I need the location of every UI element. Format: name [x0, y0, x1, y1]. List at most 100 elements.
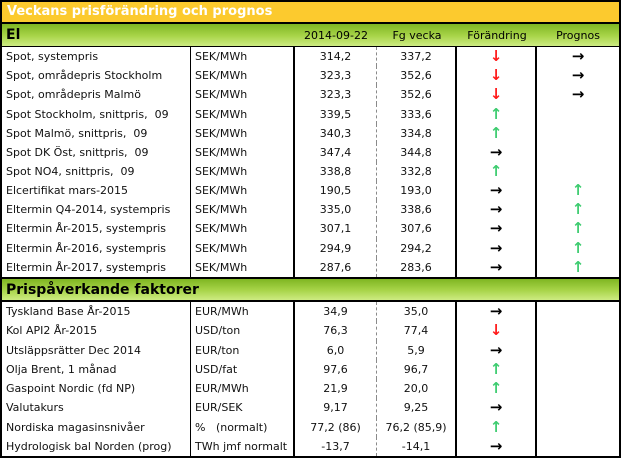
table-row: Spot, områdepris Stockholm SEK/MWh 323,3… — [2, 66, 619, 86]
table-row: Spot, områdepris Malmö SEK/MWh 323,3 352… — [2, 85, 619, 105]
row-unit: SEK/MWh — [191, 123, 295, 143]
up-arrow-icon: ↑ — [457, 161, 537, 182]
row-unit: USD/ton — [191, 321, 295, 341]
row-unit: EUR/ton — [191, 340, 295, 360]
row-unit: SEK/MWh — [191, 181, 295, 201]
table-row: Eltermin År-2016, systempris SEK/MWh 294… — [2, 238, 619, 258]
current-value: 347,4 — [295, 142, 377, 162]
column-header-forecast: Prognos — [556, 28, 600, 42]
column-header-date: 2014-09-22 — [304, 28, 368, 42]
table-row: Eltermin År-2015, systempris SEK/MWh 307… — [2, 219, 619, 239]
table-row: Elcertifikat mars-2015 SEK/MWh 190,5 193… — [2, 181, 619, 201]
row-unit: EUR/SEK — [191, 398, 295, 418]
right-arrow-icon: → — [457, 238, 537, 258]
current-value: 34,9 — [295, 302, 377, 322]
row-label: Spot NO4, snittpris, 09 — [2, 161, 191, 182]
up-arrow-icon: ↑ — [571, 257, 585, 276]
table-row: Tyskland Base År-2015 EUR/MWh 34,9 35,0 … — [2, 302, 619, 322]
row-label: Kol API2 År-2015 — [2, 321, 191, 341]
row-unit: SEK/MWh — [191, 142, 295, 162]
table-row: Spot NO4, snittpris, 09 SEK/MWh 338,8 33… — [2, 161, 619, 182]
section-header-el: El 2014-09-22 Fg vecka Förändring Progno… — [2, 24, 619, 47]
previous-week-value: 20,0 — [377, 379, 457, 399]
table-row: Valutakurs EUR/SEK 9,17 9,25 → — [2, 398, 619, 418]
right-arrow-icon: → — [571, 66, 585, 85]
up-arrow-icon: ↑ — [571, 219, 585, 238]
empty-cell — [537, 360, 619, 379]
empty-cell — [537, 379, 619, 398]
previous-week-value: 338,6 — [377, 200, 457, 220]
empty-cell — [537, 321, 619, 340]
table-row: Utsläppsrätter Dec 2014 EUR/ton 6,0 5,9 … — [2, 340, 619, 360]
empty-cell — [537, 341, 619, 360]
current-value: 338,8 — [295, 161, 377, 182]
current-value: 76,3 — [295, 321, 377, 341]
previous-week-value: 9,25 — [377, 398, 457, 418]
row-label: Eltermin År-2015, systempris — [2, 219, 191, 239]
right-arrow-icon: → — [457, 257, 537, 277]
current-value: 323,3 — [295, 85, 377, 105]
row-label: Spot, områdepris Stockholm — [2, 66, 191, 86]
table-row: Kol API2 År-2015 USD/ton 76,3 77,4 ↓ — [2, 321, 619, 341]
up-arrow-icon: ↑ — [457, 359, 537, 379]
row-label: Valutakurs — [2, 398, 191, 418]
previous-week-value: 332,8 — [377, 161, 457, 182]
current-value: 190,5 — [295, 181, 377, 201]
row-unit: EUR/MWh — [191, 302, 295, 322]
empty-cell — [537, 143, 619, 162]
previous-week-value: 352,6 — [377, 85, 457, 105]
right-arrow-icon: → — [457, 302, 537, 322]
section-header-factors: Prispåverkande faktorer — [2, 277, 619, 302]
previous-week-value: 77,4 — [377, 321, 457, 341]
previous-week-value: 76,2 (85,9) — [377, 417, 457, 437]
down-arrow-icon: ↓ — [457, 85, 537, 105]
el-section-rows: Spot, systempris SEK/MWh 314,2 337,2 ↓ →… — [2, 47, 619, 277]
right-arrow-icon: → — [457, 219, 537, 239]
row-unit: SEK/MWh — [191, 161, 295, 182]
previous-week-value: 294,2 — [377, 238, 457, 258]
row-label: Elcertifikat mars-2015 — [2, 181, 191, 201]
previous-week-value: -14,1 — [377, 436, 457, 456]
row-unit: TWh jmf normalt — [191, 436, 295, 456]
row-unit: SEK/MWh — [191, 104, 295, 124]
right-arrow-icon: → — [457, 181, 537, 201]
row-label: Nordiska magasinsnivåer — [2, 417, 191, 437]
table-row: Olja Brent, 1 månad USD/fat 97,6 96,7 ↑ — [2, 359, 619, 379]
current-value: 314,2 — [295, 47, 377, 67]
empty-cell — [537, 162, 619, 181]
previous-week-value: 307,6 — [377, 219, 457, 239]
empty-cell — [537, 398, 619, 417]
row-label: Utsläppsrätter Dec 2014 — [2, 340, 191, 360]
row-unit: SEK/MWh — [191, 85, 295, 105]
row-label: Gaspoint Nordic (fd NP) — [2, 379, 191, 399]
row-unit: EUR/MWh — [191, 379, 295, 399]
row-label: Spot Stockholm, snittpris, 09 — [2, 104, 191, 124]
right-arrow-icon: → — [571, 85, 585, 104]
previous-week-value: 334,8 — [377, 123, 457, 143]
previous-week-value: 344,8 — [377, 142, 457, 162]
current-value: 21,9 — [295, 379, 377, 399]
row-label: Hydrologisk bal Norden (prog) — [2, 436, 191, 456]
current-value: 294,9 — [295, 238, 377, 258]
right-arrow-icon: → — [457, 436, 537, 456]
table-row: Spot Stockholm, snittpris, 09 SEK/MWh 33… — [2, 104, 619, 124]
table-row: Eltermin År-2017, systempris SEK/MWh 287… — [2, 257, 619, 277]
down-arrow-icon: ↓ — [457, 321, 537, 341]
row-unit: SEK/MWh — [191, 47, 295, 67]
row-label: Spot, systempris — [2, 47, 191, 67]
previous-week-value: 96,7 — [377, 359, 457, 379]
row-unit: SEK/MWh — [191, 257, 295, 277]
current-value: 307,1 — [295, 219, 377, 239]
row-label: Tyskland Base År-2015 — [2, 302, 191, 322]
row-label: Spot DK Öst, snittpris, 09 — [2, 142, 191, 162]
right-arrow-icon: → — [457, 142, 537, 162]
table-row: Gaspoint Nordic (fd NP) EUR/MWh 21,9 20,… — [2, 379, 619, 399]
up-arrow-icon: ↑ — [571, 238, 585, 257]
section-label-factors: Prispåverkande faktorer — [6, 281, 199, 298]
row-unit: SEK/MWh — [191, 200, 295, 220]
empty-cell — [537, 418, 619, 437]
current-value: 339,5 — [295, 104, 377, 124]
up-arrow-icon: ↑ — [571, 200, 585, 219]
empty-cell — [537, 437, 619, 456]
